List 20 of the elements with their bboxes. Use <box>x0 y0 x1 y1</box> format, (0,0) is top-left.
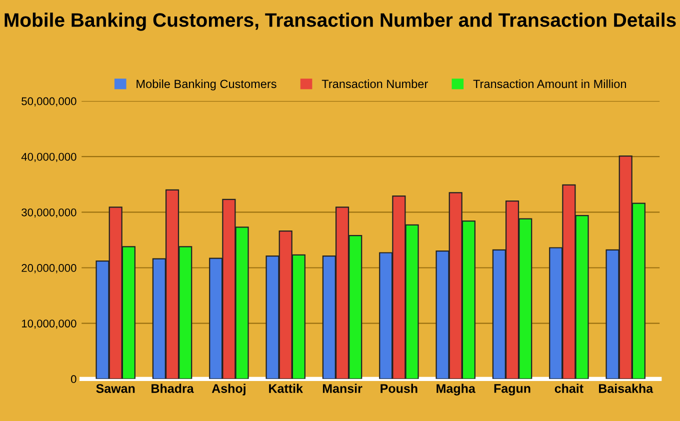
legend-label: Transaction Amount in Million <box>473 79 626 88</box>
x-tick-label: Poush <box>380 384 418 393</box>
legend-label: Transaction Number <box>322 79 428 88</box>
y-tick-label: 20,000,000 <box>22 264 76 274</box>
x-tick-label: Ashoj <box>212 384 246 396</box>
legend-label: Mobile Banking Customers <box>136 79 276 90</box>
y-tick-label: 50,000,000 <box>22 97 76 106</box>
x-tick-label: Baisakha <box>598 384 654 393</box>
chart-title: Mobile Banking Customers, Transaction Number and Transaction Details <box>4 12 676 31</box>
y-tick-label: 0 <box>70 375 76 384</box>
x-tick-label: Mansir <box>322 384 362 393</box>
x-tick-label: Bhadra <box>152 384 194 393</box>
y-tick-label: 10,000,000 <box>22 320 76 329</box>
x-tick-label: chait <box>554 384 584 393</box>
x-tick-label: Fagun <box>494 384 530 396</box>
x-tick-label: Sawan <box>96 384 135 393</box>
x-tick-label: Kattik <box>269 384 303 393</box>
x-tick-label: Magha <box>436 384 476 396</box>
y-tick-label: 40,000,000 <box>21 152 76 162</box>
y-tick-label: 30,000,000 <box>22 208 76 218</box>
